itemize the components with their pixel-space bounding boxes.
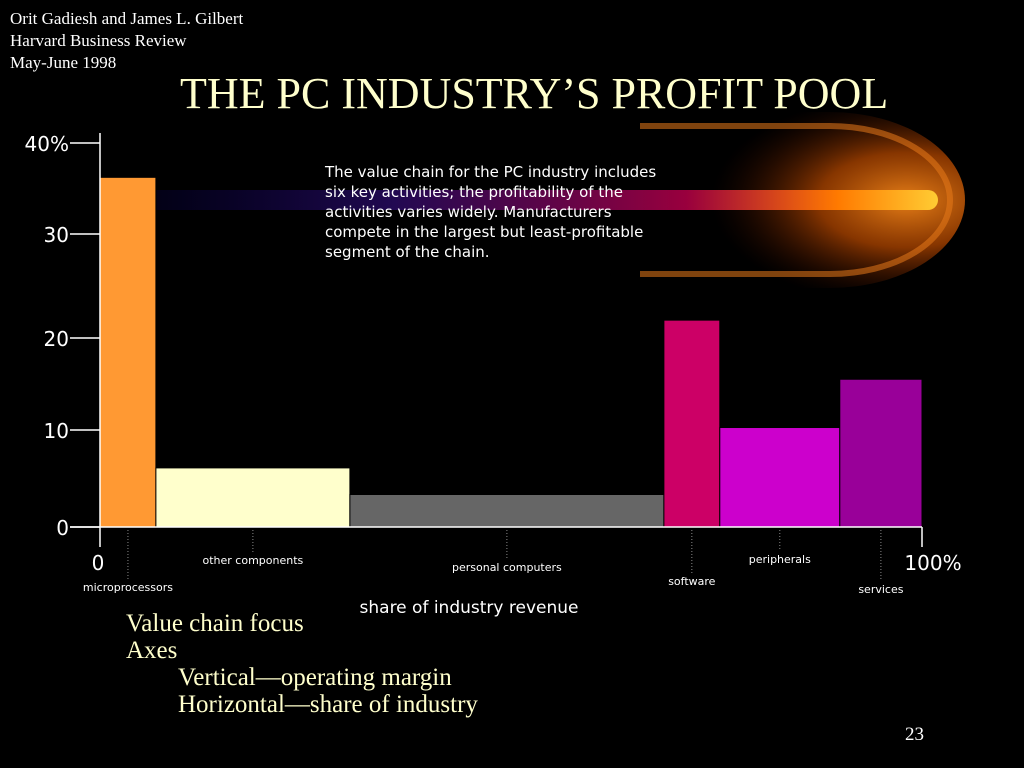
x-tick-label: 0 <box>92 551 105 575</box>
category-label: other components <box>203 554 304 567</box>
y-tick-label: 40% <box>25 132 69 156</box>
x-axis-title: share of industry revenue <box>360 598 579 618</box>
category-label: personal computers <box>452 561 562 574</box>
decorative-flare <box>100 112 965 288</box>
flare-ring <box>640 123 953 277</box>
category-label: microprocessors <box>83 581 173 594</box>
slide-number: 23 <box>905 724 924 745</box>
bullet-item: Vertical—operating margin <box>178 664 452 691</box>
bullet-item: Value chain focus <box>126 610 304 637</box>
citation-journal: Harvard Business Review <box>10 31 187 50</box>
category-label: software <box>668 575 715 588</box>
bullet-item: Axes <box>126 637 178 664</box>
bar-personal-computers <box>349 493 665 528</box>
category-labels: microprocessors other components personal … <box>83 530 904 596</box>
axes: 0 10 20 30 40% 0 100% share of industry revenue <box>25 132 962 618</box>
citation-date: May-June 1998 <box>10 53 117 72</box>
y-tick-label: 20 <box>44 327 69 351</box>
category-label: peripherals <box>749 553 811 566</box>
slide-title: THE PC INDUSTRY’S PROFIT POOL <box>180 69 889 118</box>
citation-authors: Orit Gadiesh and James L. Gilbert <box>10 9 244 28</box>
chart-caption: The value chain for the PC industry incl… <box>325 163 657 261</box>
category-label: services <box>858 583 903 596</box>
y-tick-label: 0 <box>56 516 69 540</box>
y-tick-label: 10 <box>44 419 69 443</box>
bar-software <box>663 319 721 528</box>
bullet-list: Value chain focus Axes Vertical—operating … <box>126 610 478 718</box>
bar-services <box>839 378 923 528</box>
citation: Orit Gadiesh and James L. Gilbert Harvar… <box>10 8 243 74</box>
bullet-item: Horizontal—share of industry <box>178 691 478 718</box>
bar-microprocessors <box>99 176 157 528</box>
y-tick-label: 30 <box>44 223 69 247</box>
bar-other-components <box>155 467 351 528</box>
bar-peripherals <box>719 427 841 528</box>
flare-beam <box>100 190 938 210</box>
x-tick-label: 100% <box>904 551 961 575</box>
